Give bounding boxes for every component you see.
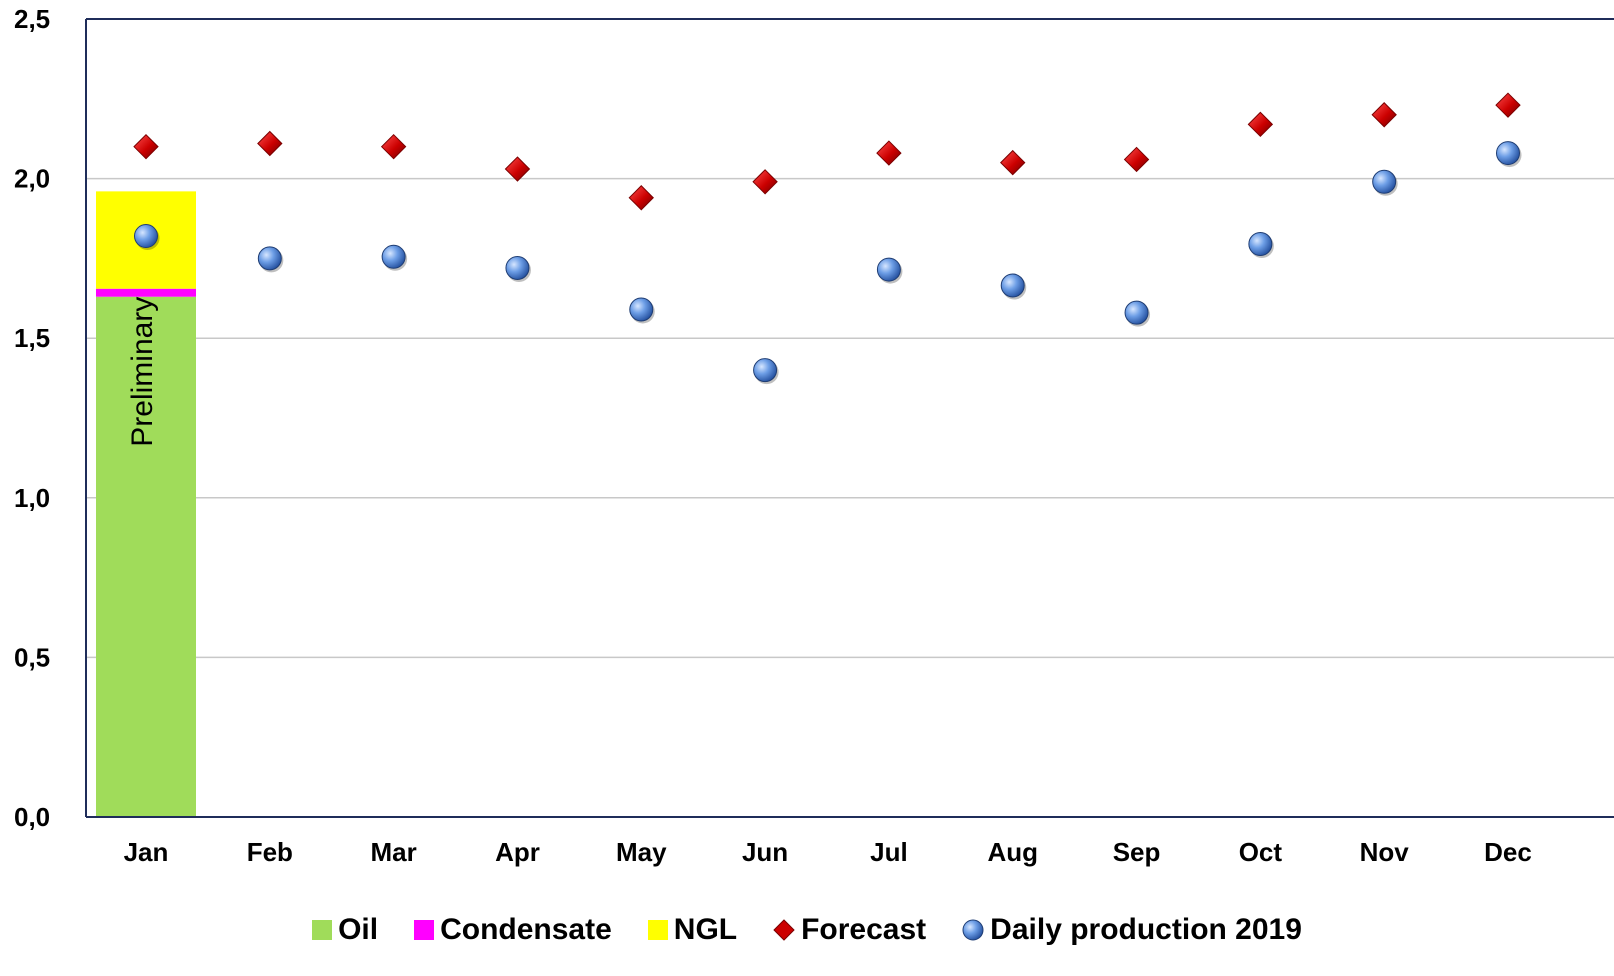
x-tick-label: May bbox=[616, 837, 667, 867]
bar-annotations: Preliminary bbox=[126, 297, 159, 447]
legend-label: Daily production 2019 bbox=[990, 913, 1302, 946]
y-tick-label: 2,5 bbox=[14, 4, 50, 34]
y-tick-label: 1,5 bbox=[14, 323, 50, 353]
x-tick-label: Aug bbox=[987, 837, 1038, 867]
forecast-point bbox=[1123, 146, 1150, 173]
square-icon bbox=[647, 920, 668, 940]
square-icon bbox=[312, 920, 333, 940]
forecast-point bbox=[133, 133, 159, 160]
gridlines bbox=[86, 177, 1614, 659]
x-tick-label: Jun bbox=[742, 837, 788, 867]
point-markers bbox=[133, 92, 1522, 385]
y-tick-label: 1,0 bbox=[14, 483, 50, 513]
daily-production-point bbox=[1372, 169, 1397, 194]
forecast-point bbox=[1371, 102, 1397, 128]
daily-production-point bbox=[505, 255, 530, 280]
forecast-point bbox=[876, 140, 902, 166]
x-tick-label: Dec bbox=[1484, 837, 1532, 867]
axes bbox=[85, 18, 1614, 818]
daily-production-point bbox=[134, 224, 158, 249]
forecast-point bbox=[257, 130, 283, 157]
legend-item-daily-production: Daily production 2019 bbox=[962, 913, 1302, 947]
x-tick-label: Apr bbox=[495, 837, 540, 867]
forecast-point bbox=[628, 185, 654, 211]
daily-production-point bbox=[876, 257, 901, 282]
legend: Oil Condensate NGL Forecast Daily produc… bbox=[0, 905, 1614, 955]
x-tick-label: Nov bbox=[1360, 837, 1410, 867]
daily-production-point bbox=[753, 358, 778, 383]
x-tick-label: Jan bbox=[124, 837, 169, 867]
circle-icon bbox=[962, 919, 984, 941]
daily-production-point bbox=[1124, 300, 1149, 325]
forecast-point bbox=[504, 156, 531, 182]
legend-label: Forecast bbox=[801, 913, 927, 946]
daily-production-point bbox=[1496, 141, 1520, 166]
bar-segment-condensate bbox=[96, 288, 196, 297]
legend-label: Condensate bbox=[440, 913, 612, 946]
bar-annotation: Preliminary bbox=[126, 297, 159, 447]
x-tick-label: Mar bbox=[371, 837, 417, 867]
y-tick-label: 0,0 bbox=[14, 802, 50, 832]
tick-labels: 0,0 0,5 1,0 1,5 2,0 2,5 Jan Feb Mar Apr May Jun Jul A… bbox=[14, 4, 1532, 867]
x-tick-label: Sep bbox=[1113, 837, 1161, 867]
legend-label: NGL bbox=[673, 913, 738, 946]
chart-area: Preliminary 0,0 0,5 1,0 1,5 2,0 2,5 Jan Feb Mar A… bbox=[14, 4, 1614, 867]
x-tick-label: Jul bbox=[870, 837, 908, 867]
daily-production-point bbox=[1000, 273, 1025, 298]
daily-production-point bbox=[257, 246, 282, 271]
forecast-point bbox=[752, 169, 778, 195]
x-tick-label: Oct bbox=[1239, 837, 1283, 867]
forecast-point bbox=[380, 133, 407, 160]
legend-item-condensate: Condensate bbox=[414, 913, 612, 947]
y-tick-label: 0,5 bbox=[14, 642, 50, 672]
stacked-bars bbox=[96, 191, 196, 818]
daily-production-point bbox=[381, 244, 406, 269]
diamond-icon bbox=[773, 919, 795, 941]
daily-production-point bbox=[1248, 232, 1273, 257]
y-tick-label: 2,0 bbox=[14, 164, 50, 194]
legend-item-ngl: NGL bbox=[647, 913, 738, 947]
forecast-point bbox=[1247, 111, 1274, 138]
square-icon bbox=[414, 920, 435, 940]
forecast-point bbox=[1495, 92, 1521, 118]
legend-item-forecast: Forecast bbox=[773, 913, 926, 947]
legend-label: Oil bbox=[338, 913, 379, 946]
forecast-point bbox=[1000, 149, 1026, 176]
daily-production-point bbox=[629, 297, 654, 322]
legend-item-oil: Oil bbox=[312, 913, 378, 947]
x-tick-label: Feb bbox=[247, 837, 293, 867]
bar-segment-oil bbox=[96, 296, 196, 818]
